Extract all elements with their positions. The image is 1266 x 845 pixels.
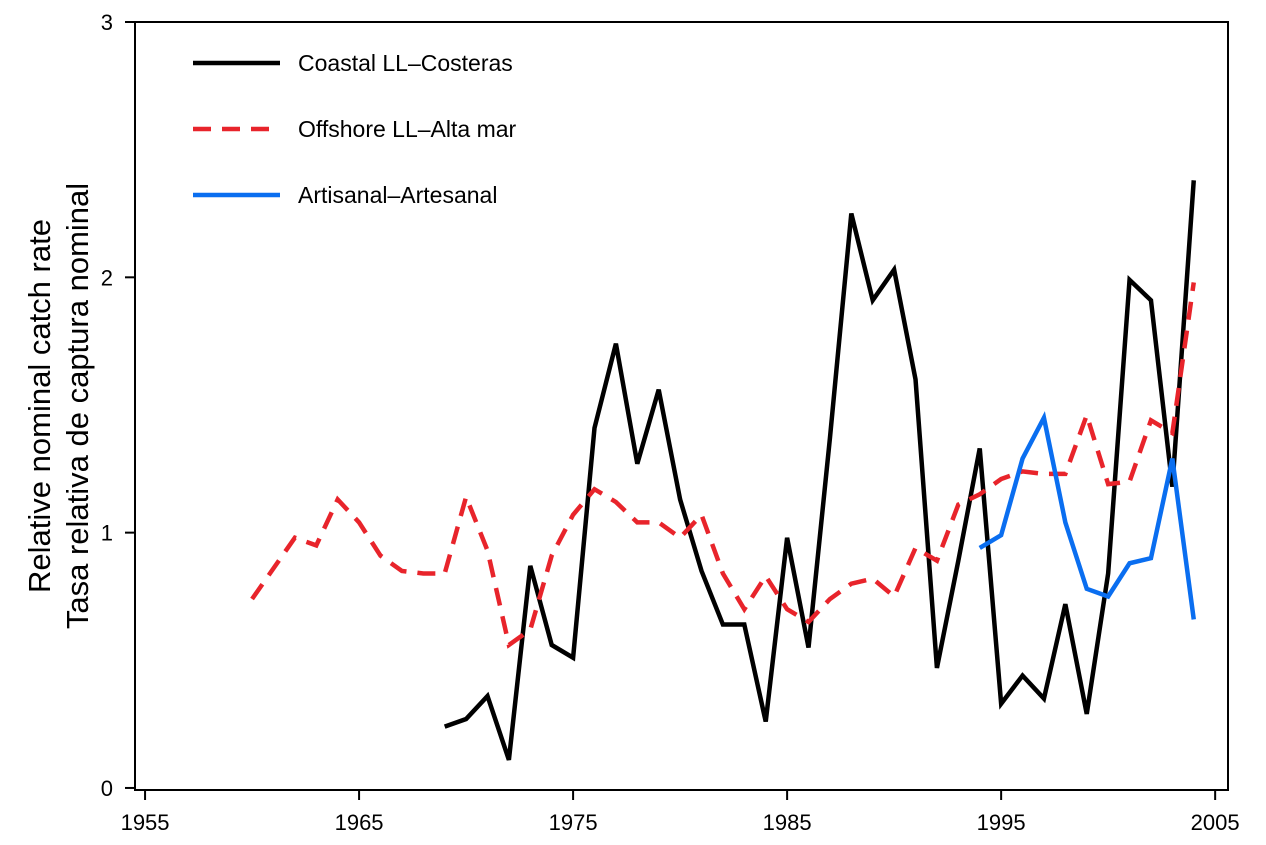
y-tick-label: 1 <box>101 521 113 546</box>
x-tick-label: 1995 <box>977 810 1026 835</box>
y-tick-label: 0 <box>101 776 113 801</box>
x-tick-label: 1965 <box>335 810 384 835</box>
legend-label: Coastal LL–Costeras <box>298 50 513 76</box>
legend-label: Offshore LL–Alta mar <box>298 116 517 142</box>
series-line <box>250 282 1196 649</box>
x-tick-label: 1985 <box>763 810 812 835</box>
y-tick-label: 2 <box>101 265 113 290</box>
y-axis-title: Relative nominal catch rate <box>22 219 57 593</box>
x-tick-label: 1975 <box>549 810 598 835</box>
x-tick-label: 2005 <box>1191 810 1240 835</box>
y-tick-label: 3 <box>101 10 113 35</box>
plot-frame <box>134 21 1229 791</box>
series-line <box>978 411 1196 620</box>
x-tick-label: 1955 <box>121 810 170 835</box>
series-line <box>443 180 1197 761</box>
legend-label: Artisanal–Artesanal <box>298 182 497 208</box>
y-axis-title: Tasa relativa de captura nominal <box>60 183 95 629</box>
